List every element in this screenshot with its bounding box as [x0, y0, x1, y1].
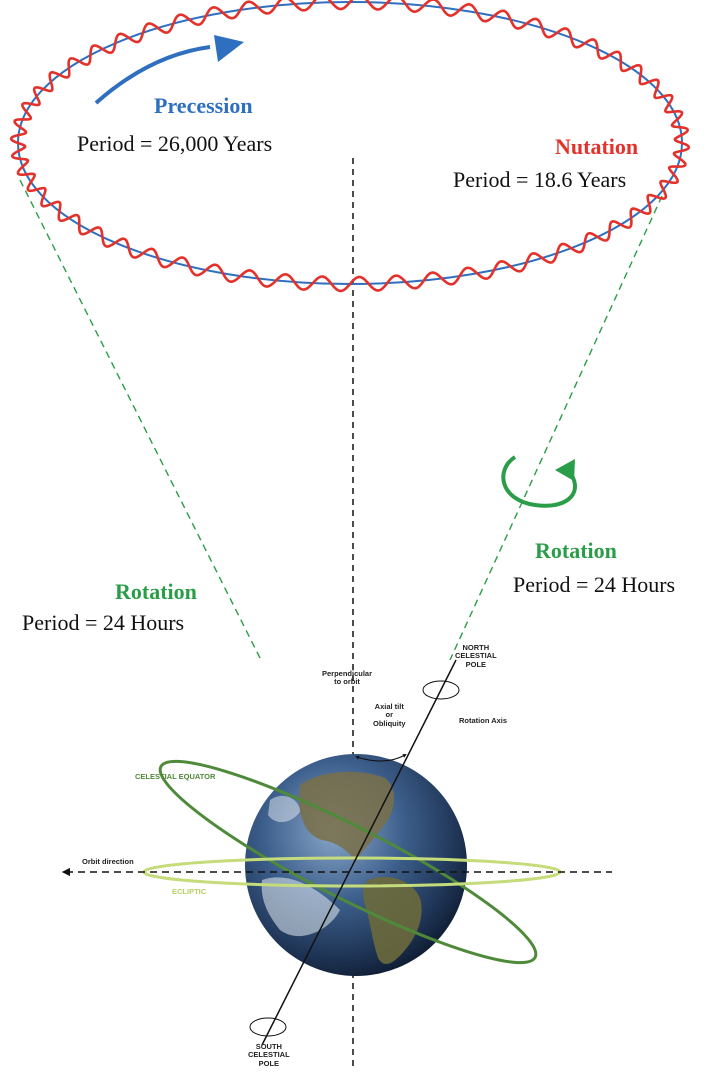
- perpendicular-label-line2: to orbit: [334, 677, 360, 687]
- perpendicular-label: Perpendicular to orbit: [322, 669, 373, 687]
- axial-label-line2: or: [385, 710, 394, 720]
- rotation-arrowhead-icon: [555, 459, 575, 481]
- south-label-line1: SOUTH: [255, 1042, 282, 1051]
- rotation-circular-arrow-icon: [501, 455, 577, 508]
- axial-tilt-label: Axial tilt or Obliquity: [373, 702, 406, 728]
- ecliptic-label: ECLIPTIC: [172, 887, 207, 896]
- rotation-left-title: Rotation: [115, 579, 197, 604]
- orbit-direction-label: Orbit direction: [82, 857, 134, 866]
- nutation-wave: [9, 0, 691, 293]
- cloud-band-2: [268, 795, 300, 823]
- axial-label-line3: Obliquity: [373, 718, 406, 728]
- cone-right-dashed-line: [449, 195, 663, 661]
- nutation-period: Period = 18.6 Years: [453, 167, 627, 192]
- rotation-axis-line: [261, 659, 457, 1046]
- celestial-equator-ring: [158, 759, 538, 965]
- rotation-left-period: Period = 24 Hours: [22, 610, 185, 635]
- north-celestial-pole-label: NORTH CELESTIAL POLE: [455, 643, 497, 669]
- north-pole-rotation-ellipse: [422, 680, 460, 700]
- north-label-line2: CELESTIAL: [455, 651, 497, 661]
- north-label-line3: POLE: [465, 659, 487, 669]
- precession-title: Precession: [154, 93, 253, 118]
- perpendicular-label-line1: Perpendicular: [322, 669, 373, 678]
- north-america-landmass: [299, 771, 395, 862]
- axial-label-line1: Axial tilt: [374, 702, 404, 711]
- south-pole-rotation-ellipse: [249, 1017, 287, 1037]
- axial-tilt-arc: [355, 754, 407, 762]
- rotation-right-title: Rotation: [535, 538, 617, 563]
- north-label-line1: NORTH: [462, 643, 490, 652]
- precession-period: Period = 26,000 Years: [77, 131, 273, 156]
- precession-arrowhead-icon: [214, 35, 244, 62]
- cloud-band: [261, 877, 340, 937]
- rotation-axis-label: Rotation Axis: [459, 716, 508, 725]
- south-celestial-pole-label: SOUTH CELESTIAL POLE: [248, 1042, 290, 1068]
- south-america-landmass: [363, 876, 422, 964]
- nutation-title: Nutation: [555, 134, 639, 159]
- rotation-right-period: Period = 24 Hours: [513, 572, 676, 597]
- south-label-line2: CELESTIAL: [248, 1050, 290, 1060]
- south-label-line3: POLE: [258, 1058, 280, 1068]
- celestial-equator-label: CELESTIAL EQUATOR: [135, 772, 216, 781]
- cone-left-dashed-line: [19, 179, 263, 663]
- precession-arrow-icon: [94, 45, 211, 105]
